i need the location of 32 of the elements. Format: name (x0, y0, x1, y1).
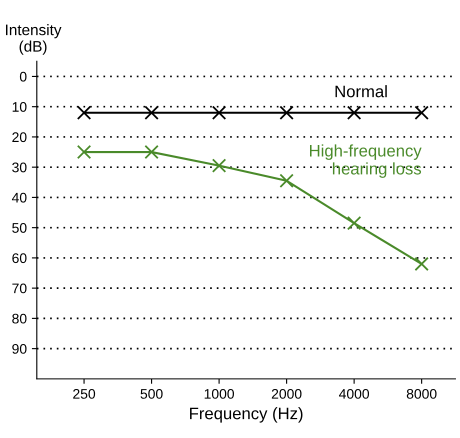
y-tick-label: 50 (12, 222, 27, 233)
point (279, 106, 294, 120)
y-tick-label: 80 (12, 314, 27, 324)
x-tick-label: 2000 (272, 388, 302, 399)
point (76, 106, 92, 120)
point (144, 144, 159, 160)
point (212, 158, 226, 173)
x-tick-label: 1000 (204, 388, 234, 399)
y-tick-label: 0 (20, 72, 27, 82)
series-label: High-frequency hearing loss (310, 144, 422, 178)
x-tick-label: 4000 (339, 388, 370, 399)
point (279, 174, 294, 188)
point (76, 144, 92, 160)
y-axis-title: Intensity (dB) (6, 24, 62, 55)
x-tick-label: 500 (140, 388, 163, 399)
y-tick-label: 20 (12, 132, 27, 142)
y-tick-label: 30 (12, 162, 27, 172)
point (212, 106, 226, 120)
y-tick-label: 90 (12, 344, 27, 354)
series-label: Normal (336, 85, 387, 98)
point (346, 106, 362, 120)
y-tick-label: 10 (12, 102, 27, 112)
point (346, 216, 362, 230)
x-axis-title: Frequency (Hz) (190, 407, 302, 423)
x-tick-label: 250 (73, 388, 96, 399)
point (414, 106, 429, 120)
y-tick-label: 70 (12, 283, 27, 294)
point (144, 106, 159, 120)
y-tick-label: 60 (12, 253, 27, 264)
point (414, 256, 429, 272)
x-tick-label: 8000 (406, 388, 437, 399)
y-tick-label: 40 (12, 192, 27, 203)
